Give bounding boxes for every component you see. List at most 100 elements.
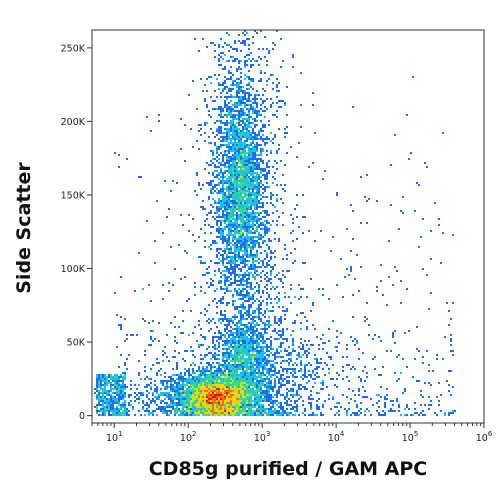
event-dot: [264, 332, 266, 334]
event-dot: [224, 204, 226, 206]
event-dot: [238, 136, 240, 138]
event-dot: [252, 384, 254, 386]
event-dot: [254, 392, 256, 394]
event-dot: [230, 188, 232, 190]
event-dot: [228, 290, 230, 292]
event-dot: [434, 202, 436, 204]
event-dot: [244, 280, 246, 282]
event-dot: [142, 402, 144, 404]
event-dot: [232, 120, 234, 122]
event-dot: [272, 406, 274, 408]
event-dot: [250, 104, 252, 106]
event-dot: [236, 130, 238, 132]
event-dot: [242, 346, 244, 348]
event-dot: [222, 196, 224, 198]
event-dot: [112, 388, 114, 390]
event-dot: [276, 86, 278, 88]
event-dot: [232, 164, 234, 166]
event-dot: [228, 268, 230, 270]
event-dot: [218, 44, 220, 46]
event-dot: [240, 248, 242, 250]
event-dot: [242, 42, 244, 44]
event-dot: [216, 398, 218, 400]
event-dot: [308, 340, 310, 342]
event-dot: [226, 302, 228, 304]
event-dot: [238, 352, 240, 354]
event-dot: [318, 376, 320, 378]
event-dot: [362, 352, 364, 354]
event-dot: [226, 348, 228, 350]
event-dot: [256, 274, 258, 276]
event-dot: [230, 210, 232, 212]
event-dot: [200, 382, 202, 384]
event-dot: [180, 390, 182, 392]
event-dot: [224, 228, 226, 230]
event-dot: [264, 210, 266, 212]
event-dot: [242, 254, 244, 256]
event-dot: [252, 320, 254, 322]
event-dot: [182, 402, 184, 404]
event-dot: [206, 78, 208, 80]
event-dot: [262, 94, 264, 96]
event-dot: [96, 398, 98, 400]
event-dot: [202, 388, 204, 390]
event-dot: [218, 192, 220, 194]
event-dot: [220, 204, 222, 206]
event-dot: [162, 354, 164, 356]
event-dot: [234, 342, 236, 344]
event-dot: [228, 192, 230, 194]
event-dot: [188, 402, 190, 404]
event-dot: [214, 190, 216, 192]
event-dot: [200, 402, 202, 404]
event-dot: [228, 240, 230, 242]
event-dot: [240, 180, 242, 182]
event-dot: [274, 358, 276, 360]
event-dot: [236, 196, 238, 198]
event-dot: [282, 270, 284, 272]
event-dot: [260, 280, 262, 282]
event-dot: [244, 284, 246, 286]
event-dot: [272, 360, 274, 362]
event-dot: [246, 214, 248, 216]
event-dot: [124, 406, 126, 408]
event-dot: [206, 368, 208, 370]
event-dot: [256, 148, 258, 150]
event-dot: [178, 402, 180, 404]
event-dot: [302, 400, 304, 402]
event-dot: [254, 158, 256, 160]
event-dot: [256, 384, 258, 386]
event-dot: [260, 128, 262, 130]
event-dot: [266, 222, 268, 224]
event-dot: [220, 384, 222, 386]
event-dot: [232, 82, 234, 84]
event-dot: [224, 218, 226, 220]
event-dot: [240, 110, 242, 112]
event-dot: [198, 402, 200, 404]
event-dot: [248, 224, 250, 226]
event-dot: [244, 318, 246, 320]
event-dot: [276, 116, 278, 118]
event-dot: [298, 352, 300, 354]
event-dot: [236, 220, 238, 222]
event-dot: [238, 124, 240, 126]
event-dot: [224, 192, 226, 194]
event-dot: [224, 76, 226, 78]
event-dot: [226, 246, 228, 248]
event-dot: [116, 346, 118, 348]
event-dot: [240, 192, 242, 194]
event-dot: [228, 194, 230, 196]
event-dot: [248, 338, 250, 340]
event-dot: [248, 84, 250, 86]
event-dot: [242, 40, 244, 42]
event-dot: [214, 176, 216, 178]
event-dot: [438, 400, 440, 402]
event-dot: [114, 378, 116, 380]
event-dot: [330, 356, 332, 358]
event-dot: [322, 384, 324, 386]
event-dot: [202, 400, 204, 402]
event-dot: [304, 366, 306, 368]
event-dot: [174, 390, 176, 392]
event-dot: [226, 146, 228, 148]
event-dot: [394, 266, 396, 268]
event-dot: [260, 346, 262, 348]
